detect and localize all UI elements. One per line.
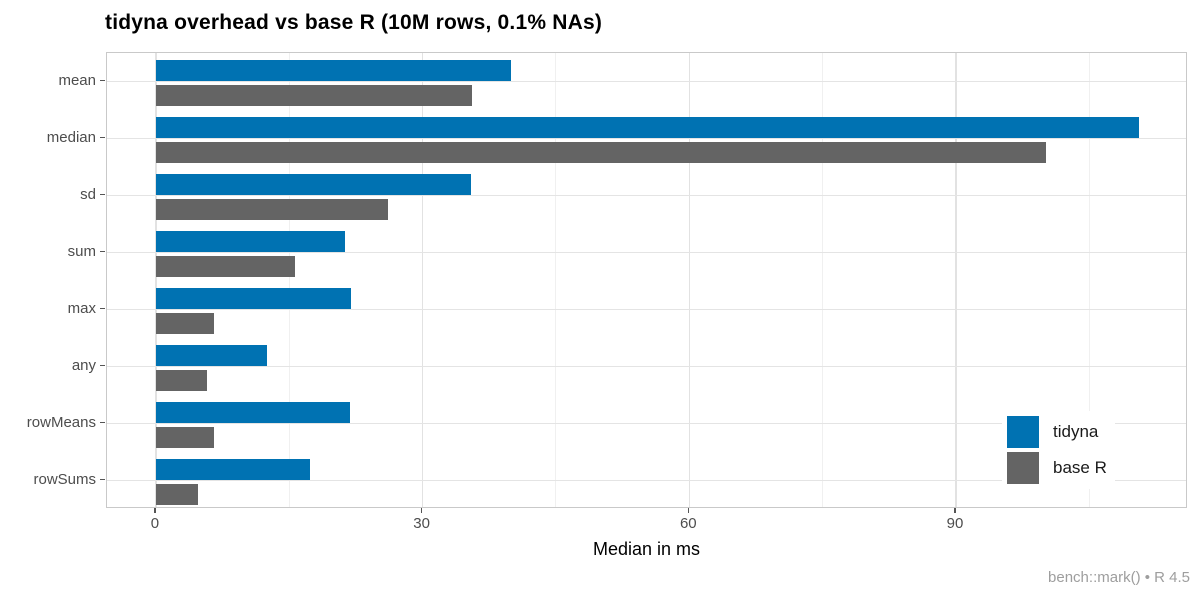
chart-title: tidyna overhead vs base R (10M rows, 0.1… <box>105 11 603 34</box>
x-tick-mark <box>154 508 156 513</box>
bar-tidyna-median <box>155 116 1140 138</box>
gridline-minor <box>1088 53 1090 507</box>
bar-base-r-any <box>155 369 207 391</box>
y-axis-label-mean: mean <box>58 71 96 89</box>
x-tick-mark <box>687 508 690 513</box>
gridline-category <box>107 479 1186 482</box>
y-tick-mark <box>100 478 105 481</box>
y-axis-label-any: any <box>71 356 96 374</box>
bar-tidyna-max <box>155 287 351 309</box>
bar-tidyna-sum <box>155 230 346 252</box>
y-axis-label-rowMeans: rowMeans <box>26 413 96 431</box>
legend-label: tidyna <box>1053 422 1099 441</box>
bar-base-r-sd <box>155 198 388 220</box>
gridline-major <box>688 53 691 507</box>
y-tick-mark <box>100 364 105 367</box>
gridline-category <box>107 251 1186 254</box>
x-tick-mark <box>420 508 423 513</box>
legend-label: base R <box>1053 458 1107 477</box>
x-tick-label: 0 <box>150 515 160 532</box>
y-axis-label-sd: sd <box>80 185 96 203</box>
x-tick-label: 90 <box>946 515 964 532</box>
gridline-category <box>107 308 1186 311</box>
bar-tidyna-sd <box>155 173 471 195</box>
y-axis-label-max: max <box>67 299 96 317</box>
bar-tidyna-rowSums <box>155 458 310 480</box>
gridline-minor <box>555 53 557 507</box>
bar-base-r-max <box>155 312 214 334</box>
x-axis-title: Median in ms <box>592 539 701 559</box>
y-axis-label-median: median <box>46 128 96 146</box>
x-tick-label: 60 <box>679 515 697 532</box>
bar-base-r-mean <box>155 84 473 106</box>
y-tick-mark <box>100 193 105 196</box>
y-tick-mark <box>100 136 105 139</box>
bar-base-r-rowSums <box>155 483 198 505</box>
bar-tidyna-rowMeans <box>155 401 350 423</box>
legend: tidyna base R <box>1002 411 1115 489</box>
y-tick-mark <box>100 421 105 424</box>
gridline-category <box>107 80 1186 83</box>
gridline-minor <box>822 53 824 507</box>
y-tick-mark <box>100 307 105 310</box>
gridline-category <box>107 137 1186 140</box>
gridline-major <box>955 53 957 507</box>
bar-base-r-median <box>155 141 1046 163</box>
x-tick-mark <box>954 508 956 513</box>
bar-base-r-sum <box>155 255 296 277</box>
gridline-minor <box>288 53 290 507</box>
bar-base-r-rowMeans <box>155 426 214 448</box>
caption: bench::mark() • R 4.5 <box>1048 569 1190 586</box>
y-tick-mark <box>100 79 105 82</box>
x-tick-label: 30 <box>413 515 430 532</box>
gridline-major <box>421 53 424 507</box>
gridline-major <box>155 53 157 507</box>
legend-entry-tidyna: tidyna <box>1007 416 1107 448</box>
gridline-category <box>107 365 1186 368</box>
legend-swatch-icon <box>1007 416 1039 448</box>
bar-tidyna-mean <box>155 59 512 81</box>
legend-entry-base-r: base R <box>1007 452 1107 484</box>
y-axis-label-sum: sum <box>67 242 96 260</box>
legend-swatch-icon <box>1007 452 1039 484</box>
y-tick-mark <box>100 250 105 253</box>
y-axis-label-rowSums: rowSums <box>33 470 96 488</box>
bar-tidyna-any <box>155 344 267 366</box>
gridline-category <box>107 194 1186 197</box>
gridline-category <box>107 422 1186 425</box>
plot-panel <box>106 52 1187 508</box>
